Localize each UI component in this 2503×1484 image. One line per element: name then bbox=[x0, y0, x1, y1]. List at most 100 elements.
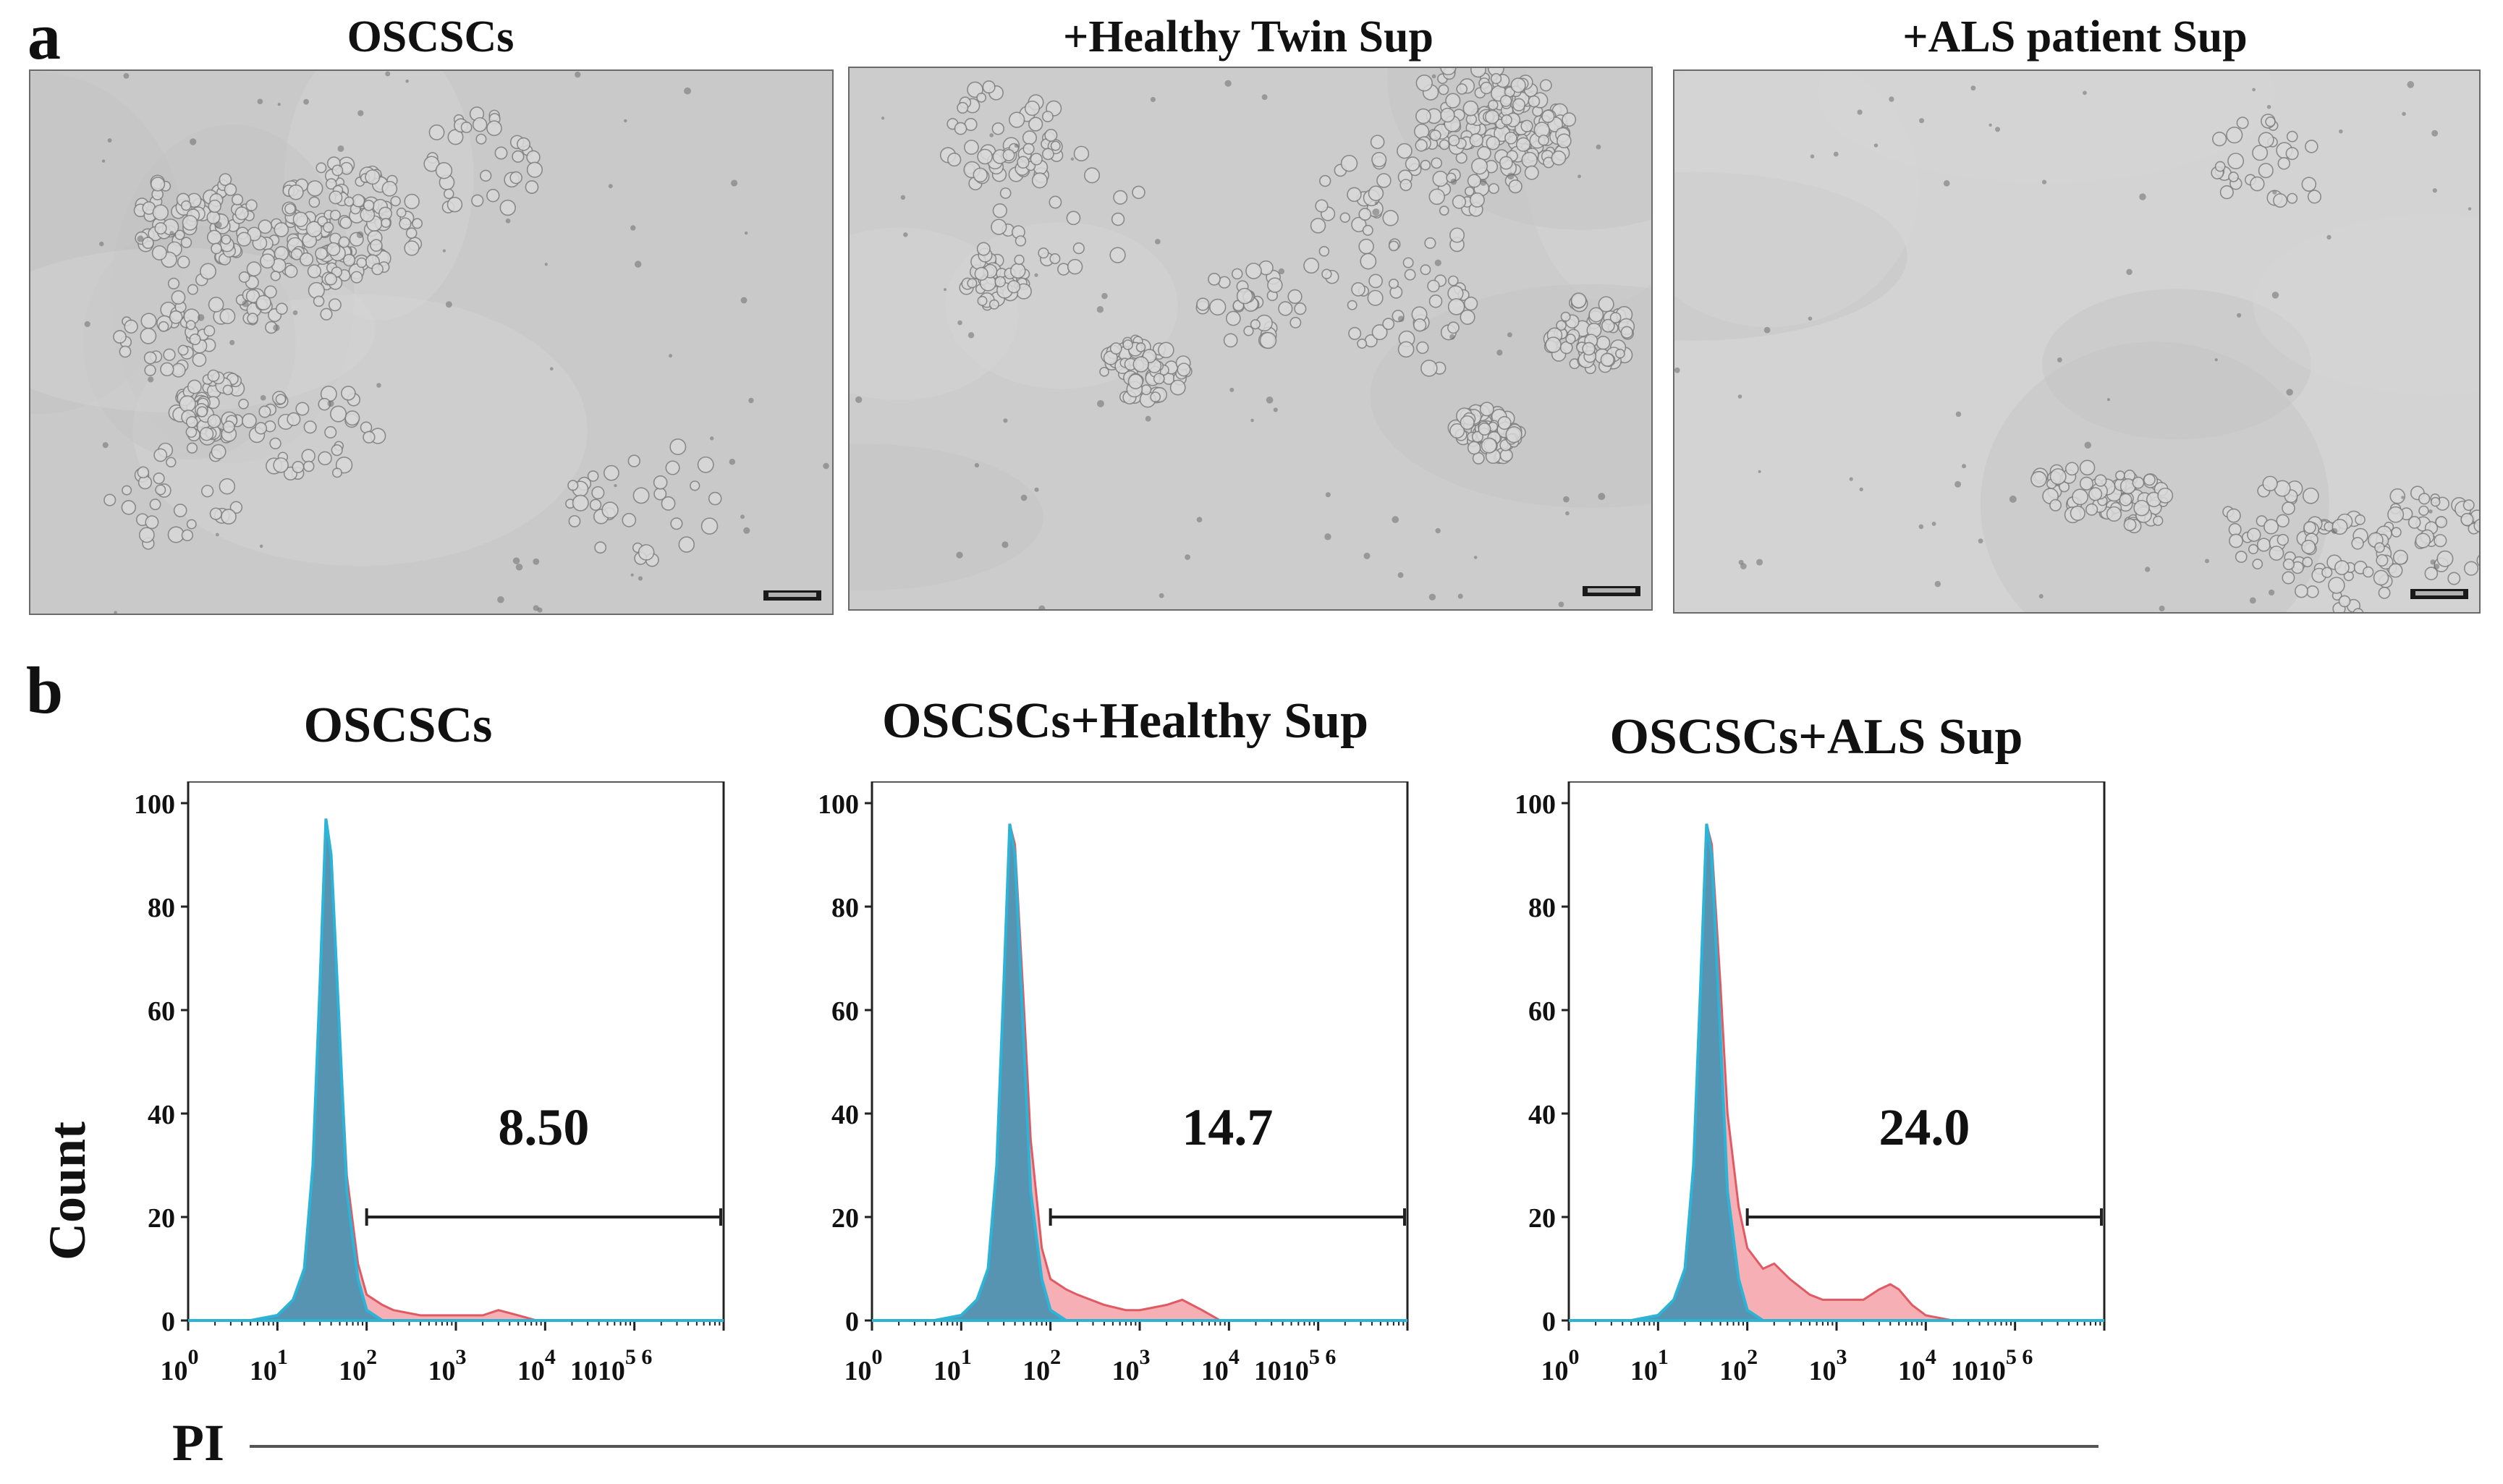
x-tick-label: 102 bbox=[1022, 1345, 1061, 1386]
cell bbox=[2282, 558, 2295, 571]
scale-bar-inner bbox=[1588, 588, 1635, 593]
debris-dot bbox=[2083, 90, 2087, 96]
cell bbox=[957, 101, 969, 114]
cell bbox=[356, 257, 368, 268]
cell bbox=[284, 264, 298, 279]
debris-dot bbox=[2009, 495, 2017, 503]
cell bbox=[2351, 537, 2364, 550]
cell bbox=[1267, 277, 1283, 293]
debris-dot bbox=[2145, 567, 2151, 572]
micrograph-image bbox=[30, 71, 832, 614]
cell bbox=[1050, 140, 1061, 151]
debris-dot bbox=[1919, 118, 1925, 124]
cell bbox=[274, 222, 289, 237]
cell bbox=[1504, 131, 1517, 145]
debris-dot bbox=[634, 260, 642, 268]
cell bbox=[1609, 312, 1622, 323]
cell bbox=[405, 227, 418, 239]
cell bbox=[1449, 423, 1465, 439]
cell bbox=[341, 386, 356, 401]
cell bbox=[2388, 563, 2403, 578]
cell bbox=[494, 146, 508, 160]
cell bbox=[2227, 153, 2245, 170]
cell bbox=[1049, 195, 1062, 209]
gate-percentage-label: 24.0 bbox=[1879, 1098, 1970, 1156]
cell bbox=[274, 245, 289, 261]
cell bbox=[173, 504, 187, 517]
debris-dot bbox=[957, 320, 962, 326]
y-tick-label: 40 bbox=[148, 1100, 175, 1130]
cell bbox=[363, 431, 376, 444]
cell bbox=[2226, 127, 2243, 144]
cell bbox=[2387, 506, 2405, 523]
debris-dot bbox=[729, 459, 736, 465]
cell bbox=[1303, 258, 1320, 274]
cell bbox=[122, 485, 132, 496]
x-tick-label: 104 bbox=[517, 1345, 556, 1386]
cell bbox=[601, 501, 619, 519]
debris-dot bbox=[1507, 332, 1512, 338]
debris-dot bbox=[1873, 143, 1879, 148]
debris-dot bbox=[1758, 470, 1761, 473]
cell bbox=[974, 266, 988, 281]
y-tick-label: 0 bbox=[1542, 1307, 1556, 1337]
debris-dot bbox=[989, 133, 994, 137]
cell bbox=[246, 261, 262, 277]
cell bbox=[303, 420, 317, 434]
cell bbox=[260, 253, 275, 269]
cell bbox=[2362, 566, 2374, 578]
x-tick-label: 102 bbox=[1719, 1345, 1758, 1386]
cell bbox=[2123, 518, 2137, 532]
cell bbox=[263, 285, 277, 299]
cell bbox=[2294, 584, 2308, 598]
cell bbox=[1501, 114, 1512, 126]
debris-dot bbox=[1995, 127, 2001, 132]
cell bbox=[1158, 342, 1174, 359]
cell bbox=[1467, 174, 1481, 188]
cell bbox=[1370, 135, 1385, 150]
debris-dot bbox=[1457, 593, 1463, 599]
cell bbox=[1428, 294, 1443, 308]
debris-dot bbox=[405, 79, 409, 83]
debris-dot bbox=[1954, 480, 1962, 488]
cell bbox=[320, 308, 333, 321]
debris-dot bbox=[575, 71, 581, 78]
cell bbox=[2463, 561, 2479, 576]
debris-dot bbox=[215, 221, 222, 229]
cell bbox=[992, 203, 1007, 219]
debris-dot bbox=[1674, 367, 1680, 373]
cell bbox=[1236, 287, 1253, 305]
debris-dot bbox=[1737, 394, 1742, 399]
debris-dot bbox=[731, 179, 738, 187]
debris-dot bbox=[2038, 594, 2044, 599]
debris-dot bbox=[2252, 88, 2256, 92]
cell bbox=[475, 133, 487, 145]
cell bbox=[177, 344, 189, 356]
cell bbox=[1438, 84, 1449, 96]
cell bbox=[1231, 268, 1243, 280]
cell bbox=[2072, 488, 2089, 506]
micrograph-als-patient-sup bbox=[1673, 69, 2481, 614]
cell bbox=[185, 416, 198, 428]
cell bbox=[200, 263, 216, 280]
cell bbox=[1467, 441, 1481, 455]
cell bbox=[964, 140, 979, 155]
cell bbox=[1512, 98, 1526, 111]
cell bbox=[1497, 415, 1512, 431]
cell bbox=[509, 171, 522, 185]
cell bbox=[2476, 554, 2479, 567]
debris-dot bbox=[1278, 268, 1285, 275]
debris-dot bbox=[303, 98, 309, 105]
cell bbox=[2049, 468, 2067, 486]
cell bbox=[1245, 263, 1262, 279]
y-tick-label: 40 bbox=[1528, 1100, 1556, 1130]
debris-dot bbox=[2286, 389, 2293, 396]
cell bbox=[2157, 487, 2174, 504]
cell bbox=[994, 276, 1007, 288]
x-tick-label: 103 bbox=[1112, 1345, 1151, 1386]
debris-dot bbox=[1397, 315, 1405, 322]
cell bbox=[1113, 190, 1128, 205]
debris-dot bbox=[2468, 207, 2472, 211]
scale-bar-inner bbox=[768, 593, 816, 597]
cell bbox=[219, 478, 236, 495]
